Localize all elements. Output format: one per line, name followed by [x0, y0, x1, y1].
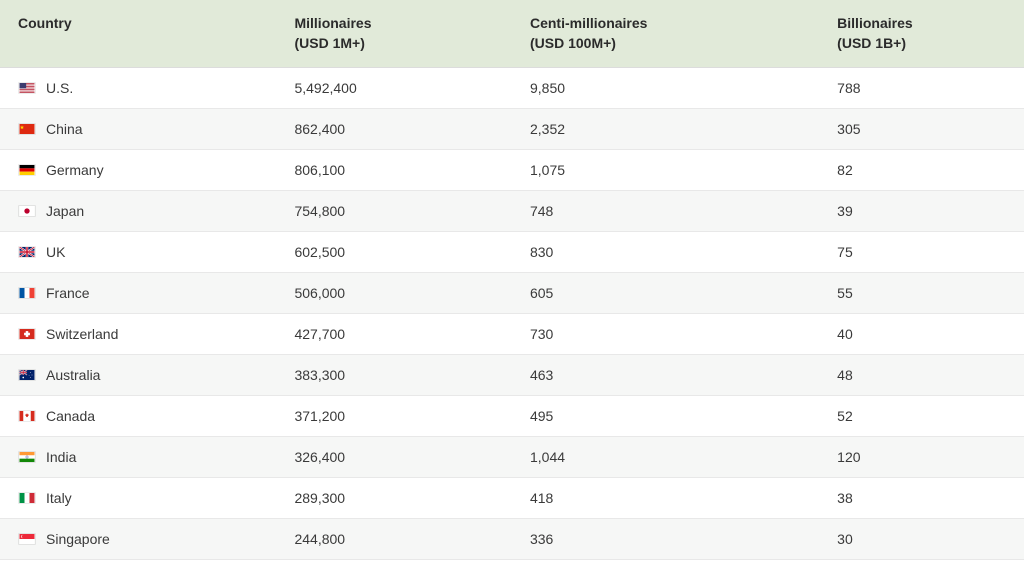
col-millionaires-l2: (USD 1M+): [294, 34, 502, 54]
cell-country: Italy: [0, 478, 276, 519]
country-name: Australia: [46, 367, 100, 383]
col-millionaires-l1: Millionaires: [294, 14, 502, 34]
cell-centi: 730: [512, 314, 819, 355]
country-name: U.S.: [46, 80, 73, 96]
country-name: Italy: [46, 490, 72, 506]
cell-millionaires: 244,800: [276, 519, 512, 560]
cell-billionaires: 30: [819, 519, 1024, 560]
country-name: India: [46, 449, 76, 465]
cell-centi: 9,850: [512, 68, 819, 109]
country-name: France: [46, 285, 90, 301]
col-billionaires: Billionaires (USD 1B+): [819, 0, 1024, 68]
cell-billionaires: 120: [819, 437, 1024, 478]
cell-millionaires: 506,000: [276, 273, 512, 314]
cell-country: Japan: [0, 191, 276, 232]
cell-millionaires: 289,300: [276, 478, 512, 519]
col-centi-l2: (USD 100M+): [530, 34, 809, 54]
flag-cn-icon: [18, 123, 36, 135]
cell-billionaires: 305: [819, 109, 1024, 150]
table-row: India 326,4001,044120: [0, 437, 1024, 478]
cell-centi: 336: [512, 519, 819, 560]
country-name: UK: [46, 244, 65, 260]
cell-country: China: [0, 109, 276, 150]
col-centi-l1: Centi-millionaires: [530, 14, 809, 34]
cell-centi: 1,075: [512, 150, 819, 191]
table-row: France 506,00060555: [0, 273, 1024, 314]
cell-billionaires: 788: [819, 68, 1024, 109]
cell-country: Canada: [0, 396, 276, 437]
table-row: Japan 754,80074839: [0, 191, 1024, 232]
cell-country: UK: [0, 232, 276, 273]
table-row: China 862,4002,352305: [0, 109, 1024, 150]
table-row: Italy 289,30041838: [0, 478, 1024, 519]
country-name: Canada: [46, 408, 95, 424]
cell-billionaires: 55: [819, 273, 1024, 314]
cell-centi: 495: [512, 396, 819, 437]
country-name: Japan: [46, 203, 84, 219]
table-row: UK 602,50083075: [0, 232, 1024, 273]
flag-de-icon: [18, 164, 36, 176]
flag-jp-icon: [18, 205, 36, 217]
flag-in-icon: [18, 451, 36, 463]
cell-centi: 748: [512, 191, 819, 232]
cell-centi: 1,044: [512, 437, 819, 478]
cell-billionaires: 39: [819, 191, 1024, 232]
flag-it-icon: [18, 492, 36, 504]
cell-billionaires: 40: [819, 314, 1024, 355]
cell-millionaires: 371,200: [276, 396, 512, 437]
flag-ch-icon: [18, 328, 36, 340]
cell-millionaires: 862,400: [276, 109, 512, 150]
col-billionaires-l2: (USD 1B+): [837, 34, 1014, 54]
wealth-table: Country Millionaires (USD 1M+) Centi-mil…: [0, 0, 1024, 560]
cell-country: Switzerland: [0, 314, 276, 355]
flag-gb-icon: [18, 246, 36, 258]
cell-millionaires: 806,100: [276, 150, 512, 191]
cell-millionaires: 383,300: [276, 355, 512, 396]
flag-ca-icon: [18, 410, 36, 422]
col-centi: Centi-millionaires (USD 100M+): [512, 0, 819, 68]
flag-us-icon: [18, 82, 36, 94]
table-body: U.S.5,492,4009,850788China862,4002,35230…: [0, 68, 1024, 560]
flag-fr-icon: [18, 287, 36, 299]
cell-millionaires: 602,500: [276, 232, 512, 273]
cell-millionaires: 427,700: [276, 314, 512, 355]
cell-country: Australia: [0, 355, 276, 396]
cell-centi: 830: [512, 232, 819, 273]
table-row: U.S. 5,492,4009,850788: [0, 68, 1024, 109]
table-row: Canada 371,20049552: [0, 396, 1024, 437]
cell-billionaires: 82: [819, 150, 1024, 191]
cell-millionaires: 326,400: [276, 437, 512, 478]
col-country-l1: Country: [18, 14, 266, 34]
col-billionaires-l1: Billionaires: [837, 14, 1014, 34]
table-row: Switzerland 427,70073040: [0, 314, 1024, 355]
table-header: Country Millionaires (USD 1M+) Centi-mil…: [0, 0, 1024, 68]
col-millionaires: Millionaires (USD 1M+): [276, 0, 512, 68]
col-country: Country: [0, 0, 276, 68]
cell-country: France: [0, 273, 276, 314]
cell-billionaires: 48: [819, 355, 1024, 396]
cell-billionaires: 52: [819, 396, 1024, 437]
flag-sg-icon: [18, 533, 36, 545]
country-name: Singapore: [46, 531, 110, 547]
table-row: Singapore 244,80033630: [0, 519, 1024, 560]
cell-centi: 418: [512, 478, 819, 519]
cell-country: Singapore: [0, 519, 276, 560]
cell-billionaires: 75: [819, 232, 1024, 273]
cell-country: India: [0, 437, 276, 478]
country-name: China: [46, 121, 83, 137]
cell-centi: 463: [512, 355, 819, 396]
cell-centi: 2,352: [512, 109, 819, 150]
cell-country: Germany: [0, 150, 276, 191]
cell-centi: 605: [512, 273, 819, 314]
table-row: Australia 383,30046348: [0, 355, 1024, 396]
flag-au-icon: [18, 369, 36, 381]
cell-millionaires: 754,800: [276, 191, 512, 232]
cell-country: U.S.: [0, 68, 276, 109]
country-name: Germany: [46, 162, 104, 178]
cell-billionaires: 38: [819, 478, 1024, 519]
country-name: Switzerland: [46, 326, 118, 342]
cell-millionaires: 5,492,400: [276, 68, 512, 109]
table-row: Germany 806,1001,07582: [0, 150, 1024, 191]
